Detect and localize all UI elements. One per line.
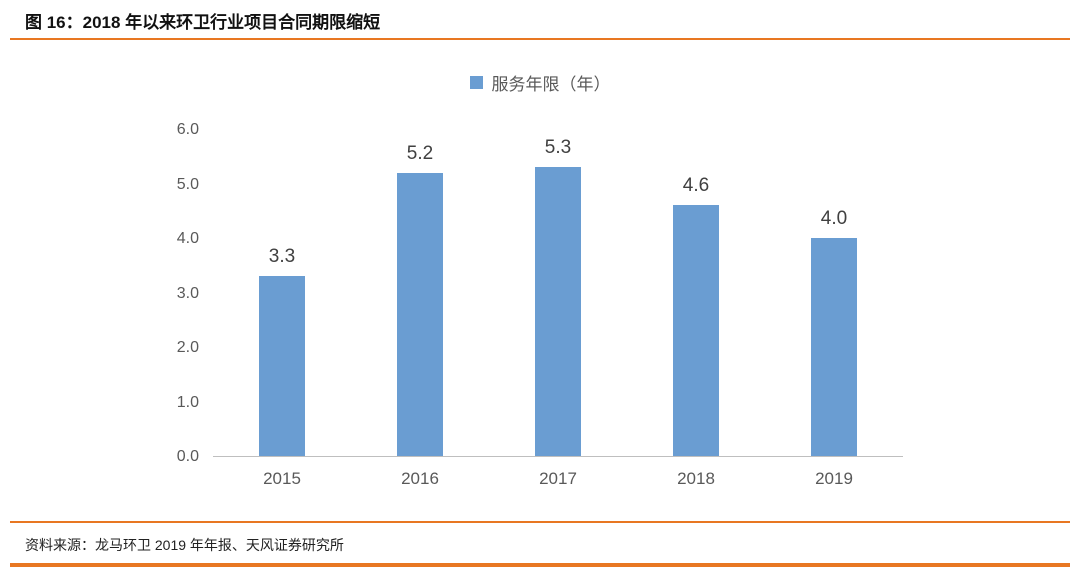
bar: [535, 167, 581, 456]
figure-title: 图 16：2018 年以来环卫行业项目合同期限缩短: [25, 13, 381, 32]
y-axis-label: 0.0: [176, 448, 199, 465]
source-text: 资料来源：龙马环卫 2019 年年报、天风证券研究所: [25, 537, 344, 553]
bar-slot: 5.3: [489, 130, 627, 456]
bar-value-label: 5.3: [544, 137, 572, 159]
bar-slot: 5.2: [351, 130, 489, 456]
bottom-divider: [10, 563, 1070, 567]
y-axis-label: 6.0: [176, 121, 199, 138]
bar-value-label: 3.3: [268, 246, 296, 268]
bar-value-label: 4.6: [682, 175, 710, 197]
x-axis-label: 2018: [677, 469, 715, 488]
bar: [259, 276, 305, 456]
top-divider: [10, 38, 1070, 40]
x-axis-label: 2019: [815, 469, 853, 488]
chart-legend: 服务年限（年）: [0, 70, 1080, 94]
y-axis-label: 3.0: [176, 284, 199, 302]
legend-label: 服务年限（年）: [491, 74, 611, 94]
y-axis: 6.0 5.0 4.0 3.0 2.0 1.0 0.0: [145, 121, 213, 465]
y-axis-label: 1.0: [176, 393, 199, 411]
footer: 资料来源：龙马环卫 2019 年年报、天风证券研究所: [0, 523, 1080, 555]
bar-slot: 3.3: [213, 130, 351, 456]
x-axis-label: 2017: [539, 469, 577, 488]
x-axis-label: 2015: [263, 469, 301, 488]
plot-area: 3.3 5.2 5.3 4.6 4.0: [213, 130, 903, 457]
legend-swatch-icon: [469, 75, 483, 89]
y-axis-label: 4.0: [176, 230, 199, 247]
x-axis: 2015 2016 2017 2018 2019: [213, 469, 903, 489]
bar: [811, 238, 857, 456]
bar-chart: 服务年限（年） 6.0 5.0 4.0 3.0 2.0 1.0 0.0 3.3 5.2 5.3 4…: [0, 70, 1080, 489]
bar: [397, 172, 443, 456]
plot-wrapper: 6.0 5.0 4.0 3.0 2.0 1.0 0.0 3.3 5.2 5.3 4.6 4.0: [145, 121, 1080, 465]
y-axis-label: 5.0: [176, 175, 199, 193]
bar-slot: 4.0: [765, 130, 903, 456]
y-axis-label: 2.0: [176, 339, 199, 356]
bar-value-label: 4.0: [820, 208, 848, 229]
footer-divider: [10, 521, 1070, 523]
bar-value-label: 5.2: [406, 142, 434, 164]
x-axis-label: 2016: [401, 469, 439, 488]
bar: [673, 205, 719, 456]
bar-slot: 4.6: [627, 130, 765, 456]
